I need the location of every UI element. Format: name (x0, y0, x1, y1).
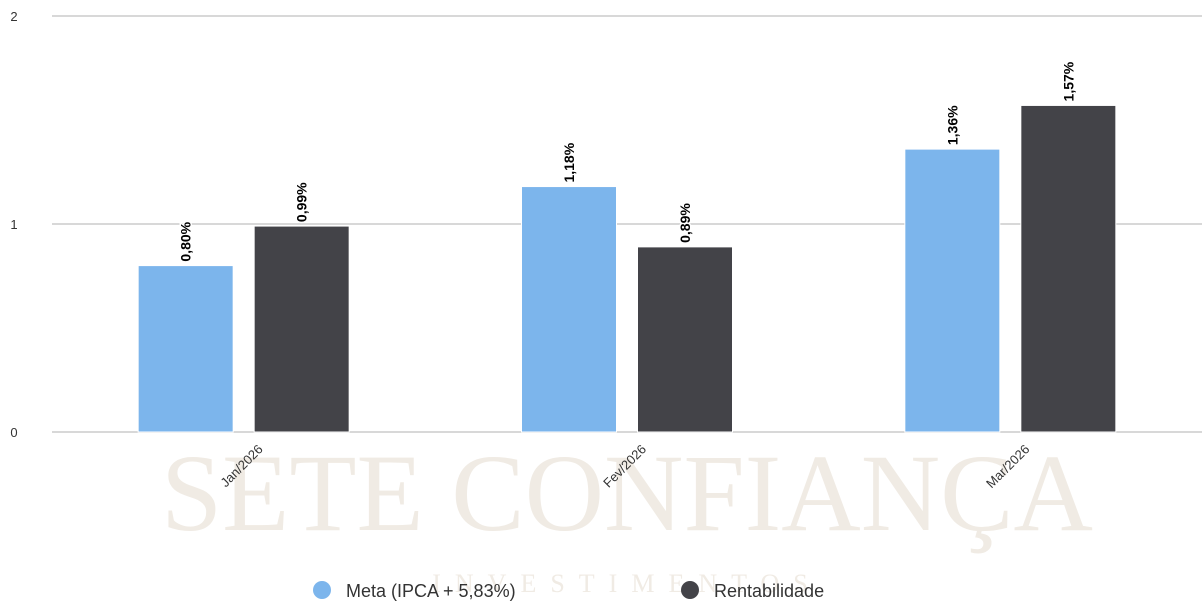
bar (521, 186, 617, 433)
y-tick-label: 2 (10, 9, 17, 24)
value-label: 0,89% (677, 203, 693, 243)
value-label: 0,99% (294, 182, 310, 222)
y-tick-label: 0 (10, 425, 17, 440)
watermark-subtitle: INVESTIMENTOS (432, 569, 822, 598)
bar (253, 225, 350, 433)
value-label: 0,80% (178, 221, 194, 261)
legend-marker (681, 581, 699, 599)
value-label: 1,36% (944, 105, 960, 145)
value-label: 1,18% (561, 142, 577, 182)
bar (1020, 104, 1117, 433)
bar (637, 246, 733, 433)
y-tick-label: 1 (10, 217, 17, 232)
value-label: 1,57% (1060, 61, 1076, 101)
legend-marker (313, 581, 331, 599)
legend-label: Rentabilidade (714, 581, 824, 601)
watermark: SETE CONFIANÇA (161, 432, 1093, 554)
bar (904, 148, 1001, 433)
bar (137, 265, 234, 433)
legend-label: Meta (IPCA + 5,83%) (346, 581, 516, 601)
